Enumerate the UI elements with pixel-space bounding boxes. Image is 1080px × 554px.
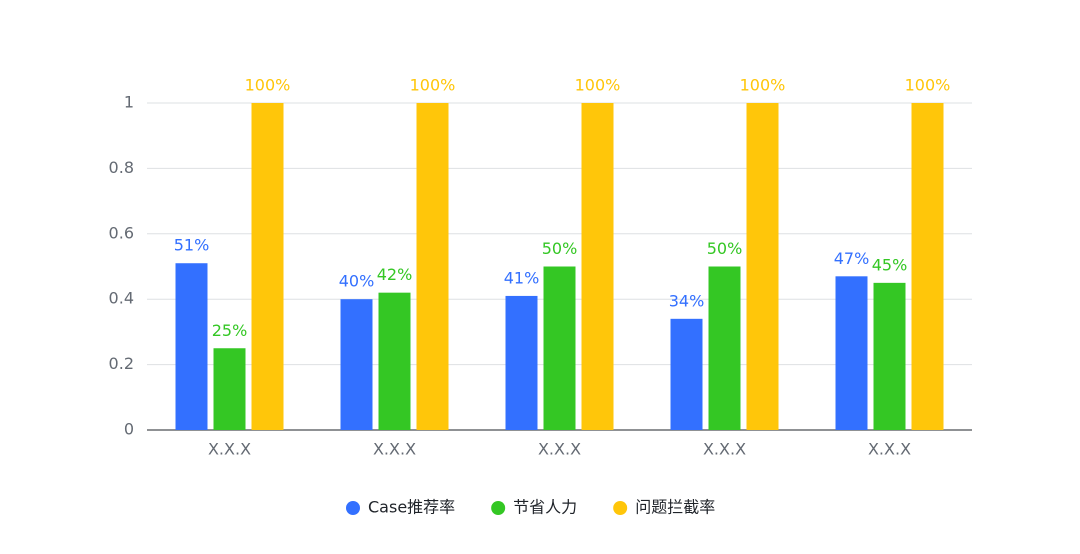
bar bbox=[835, 276, 868, 430]
value-label: 41% bbox=[504, 268, 540, 287]
bar bbox=[543, 266, 576, 430]
y-tick-label: 0.6 bbox=[109, 223, 134, 242]
value-label: 40% bbox=[339, 272, 375, 291]
legend-label: 节省人力 bbox=[513, 498, 577, 517]
y-tick-label: 0.4 bbox=[109, 289, 134, 308]
bar bbox=[581, 103, 614, 430]
legend-label: 问题拦截率 bbox=[635, 498, 715, 517]
legend-marker bbox=[613, 501, 628, 515]
legend-marker bbox=[491, 501, 506, 515]
legend-label: Case推荐率 bbox=[368, 498, 455, 517]
x-tick-label: X.X.X bbox=[208, 440, 251, 459]
bar bbox=[251, 103, 284, 430]
y-tick-label: 1 bbox=[124, 93, 134, 112]
value-label: 25% bbox=[212, 321, 248, 340]
y-tick-label: 0.2 bbox=[109, 354, 134, 373]
y-tick-label: 0.8 bbox=[109, 158, 134, 177]
bar bbox=[175, 263, 208, 430]
x-tick-label: X.X.X bbox=[373, 440, 416, 459]
bar bbox=[340, 299, 373, 430]
value-label: 100% bbox=[740, 76, 786, 95]
bar bbox=[213, 348, 246, 430]
value-label: 50% bbox=[707, 239, 743, 258]
value-label: 100% bbox=[245, 76, 291, 95]
value-label: 100% bbox=[575, 76, 621, 95]
bar bbox=[378, 292, 411, 430]
value-label: 50% bbox=[542, 239, 578, 258]
bar bbox=[911, 103, 944, 430]
x-tick-label: X.X.X bbox=[868, 440, 911, 459]
value-label: 45% bbox=[872, 255, 908, 274]
bar bbox=[505, 295, 538, 430]
bar bbox=[670, 318, 703, 430]
bar bbox=[708, 266, 741, 430]
y-tick-label: 0 bbox=[124, 420, 134, 439]
x-tick-label: X.X.X bbox=[703, 440, 746, 459]
x-tick-label: X.X.X bbox=[538, 440, 581, 459]
bar bbox=[746, 103, 779, 430]
bar bbox=[416, 103, 449, 430]
legend-marker bbox=[346, 501, 360, 515]
value-label: 100% bbox=[410, 76, 456, 95]
value-label: 51% bbox=[174, 236, 210, 255]
value-label: 34% bbox=[669, 291, 705, 310]
value-label: 47% bbox=[834, 249, 870, 268]
value-label: 100% bbox=[905, 76, 951, 95]
value-label: 42% bbox=[377, 265, 413, 284]
bar bbox=[873, 282, 906, 430]
